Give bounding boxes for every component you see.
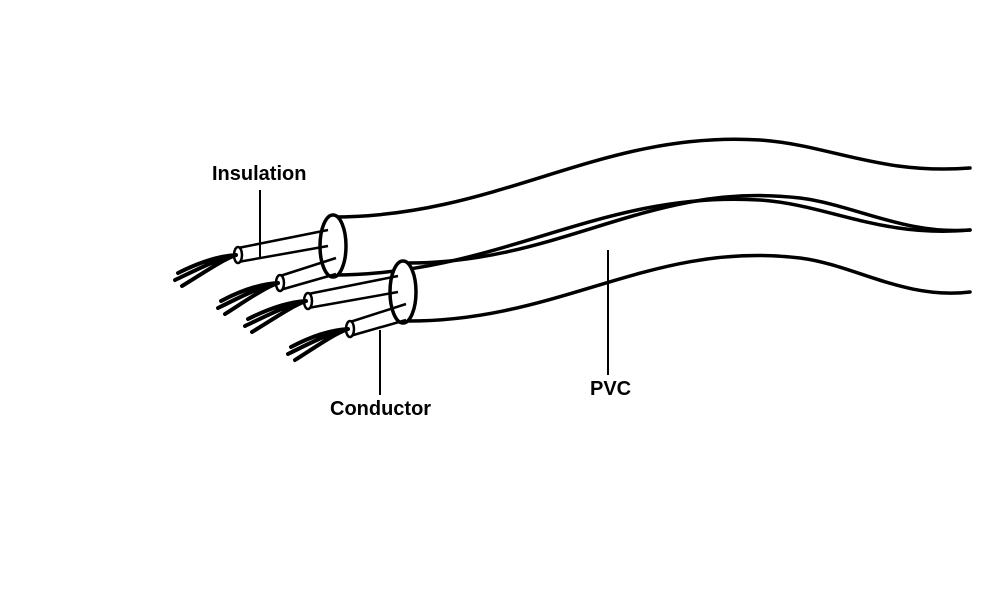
lower-wire-2 <box>288 304 406 360</box>
pvc-lower-bottom <box>403 255 970 321</box>
label-conductor: Conductor <box>330 398 431 420</box>
label-pvc: PVC <box>590 378 631 400</box>
upper-wire-1 <box>175 230 328 286</box>
label-insulation: Insulation <box>212 163 306 185</box>
cable-diagram: Insulation Conductor PVC <box>0 0 1000 600</box>
